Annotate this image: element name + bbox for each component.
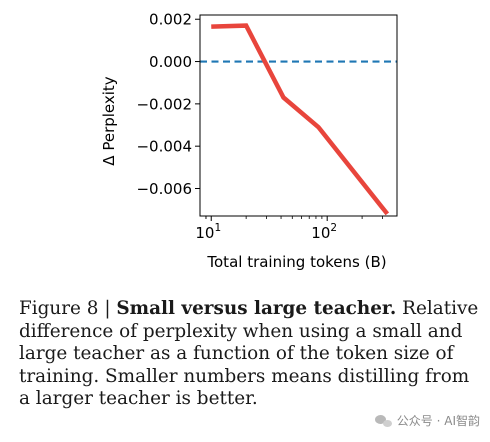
x-tick-label-1: 102 bbox=[311, 222, 337, 242]
plot-area bbox=[200, 23, 397, 216]
caption-title: Small versus large teacher. bbox=[116, 298, 397, 319]
y-tick-label-3: −0.004 bbox=[136, 138, 192, 156]
y-tick-label-4: −0.006 bbox=[136, 180, 192, 198]
watermark-text: 公众号 · AI智韵 bbox=[396, 414, 480, 428]
caption-prefix: Figure 8 | bbox=[19, 298, 117, 319]
y-axis-label: Δ Perplexity bbox=[100, 76, 118, 166]
figure-caption: Figure 8 | Small versus large teacher. R… bbox=[19, 298, 479, 411]
x-tick-exponent-1: 2 bbox=[330, 222, 337, 234]
watermark: 公众号 · AI智韵 bbox=[374, 412, 480, 429]
x-tick-base-1: 10 bbox=[311, 224, 330, 242]
x-tick-exponent-0: 1 bbox=[214, 222, 221, 234]
y-tick-label-1: 0.000 bbox=[149, 53, 192, 71]
y-tick-label-2: −0.002 bbox=[136, 95, 192, 113]
caption-text: Relative difference of perplexity when u… bbox=[19, 298, 479, 410]
y-tick-label-0: 0.002 bbox=[149, 11, 192, 29]
x-tick-label-0: 101 bbox=[195, 222, 221, 242]
x-axis-label: Total training tokens (B) bbox=[206, 253, 386, 271]
wechat-icon bbox=[374, 414, 393, 428]
series-line-0 bbox=[211, 23, 390, 216]
plot-frame bbox=[199, 14, 398, 217]
x-tick-base-0: 10 bbox=[195, 224, 214, 242]
